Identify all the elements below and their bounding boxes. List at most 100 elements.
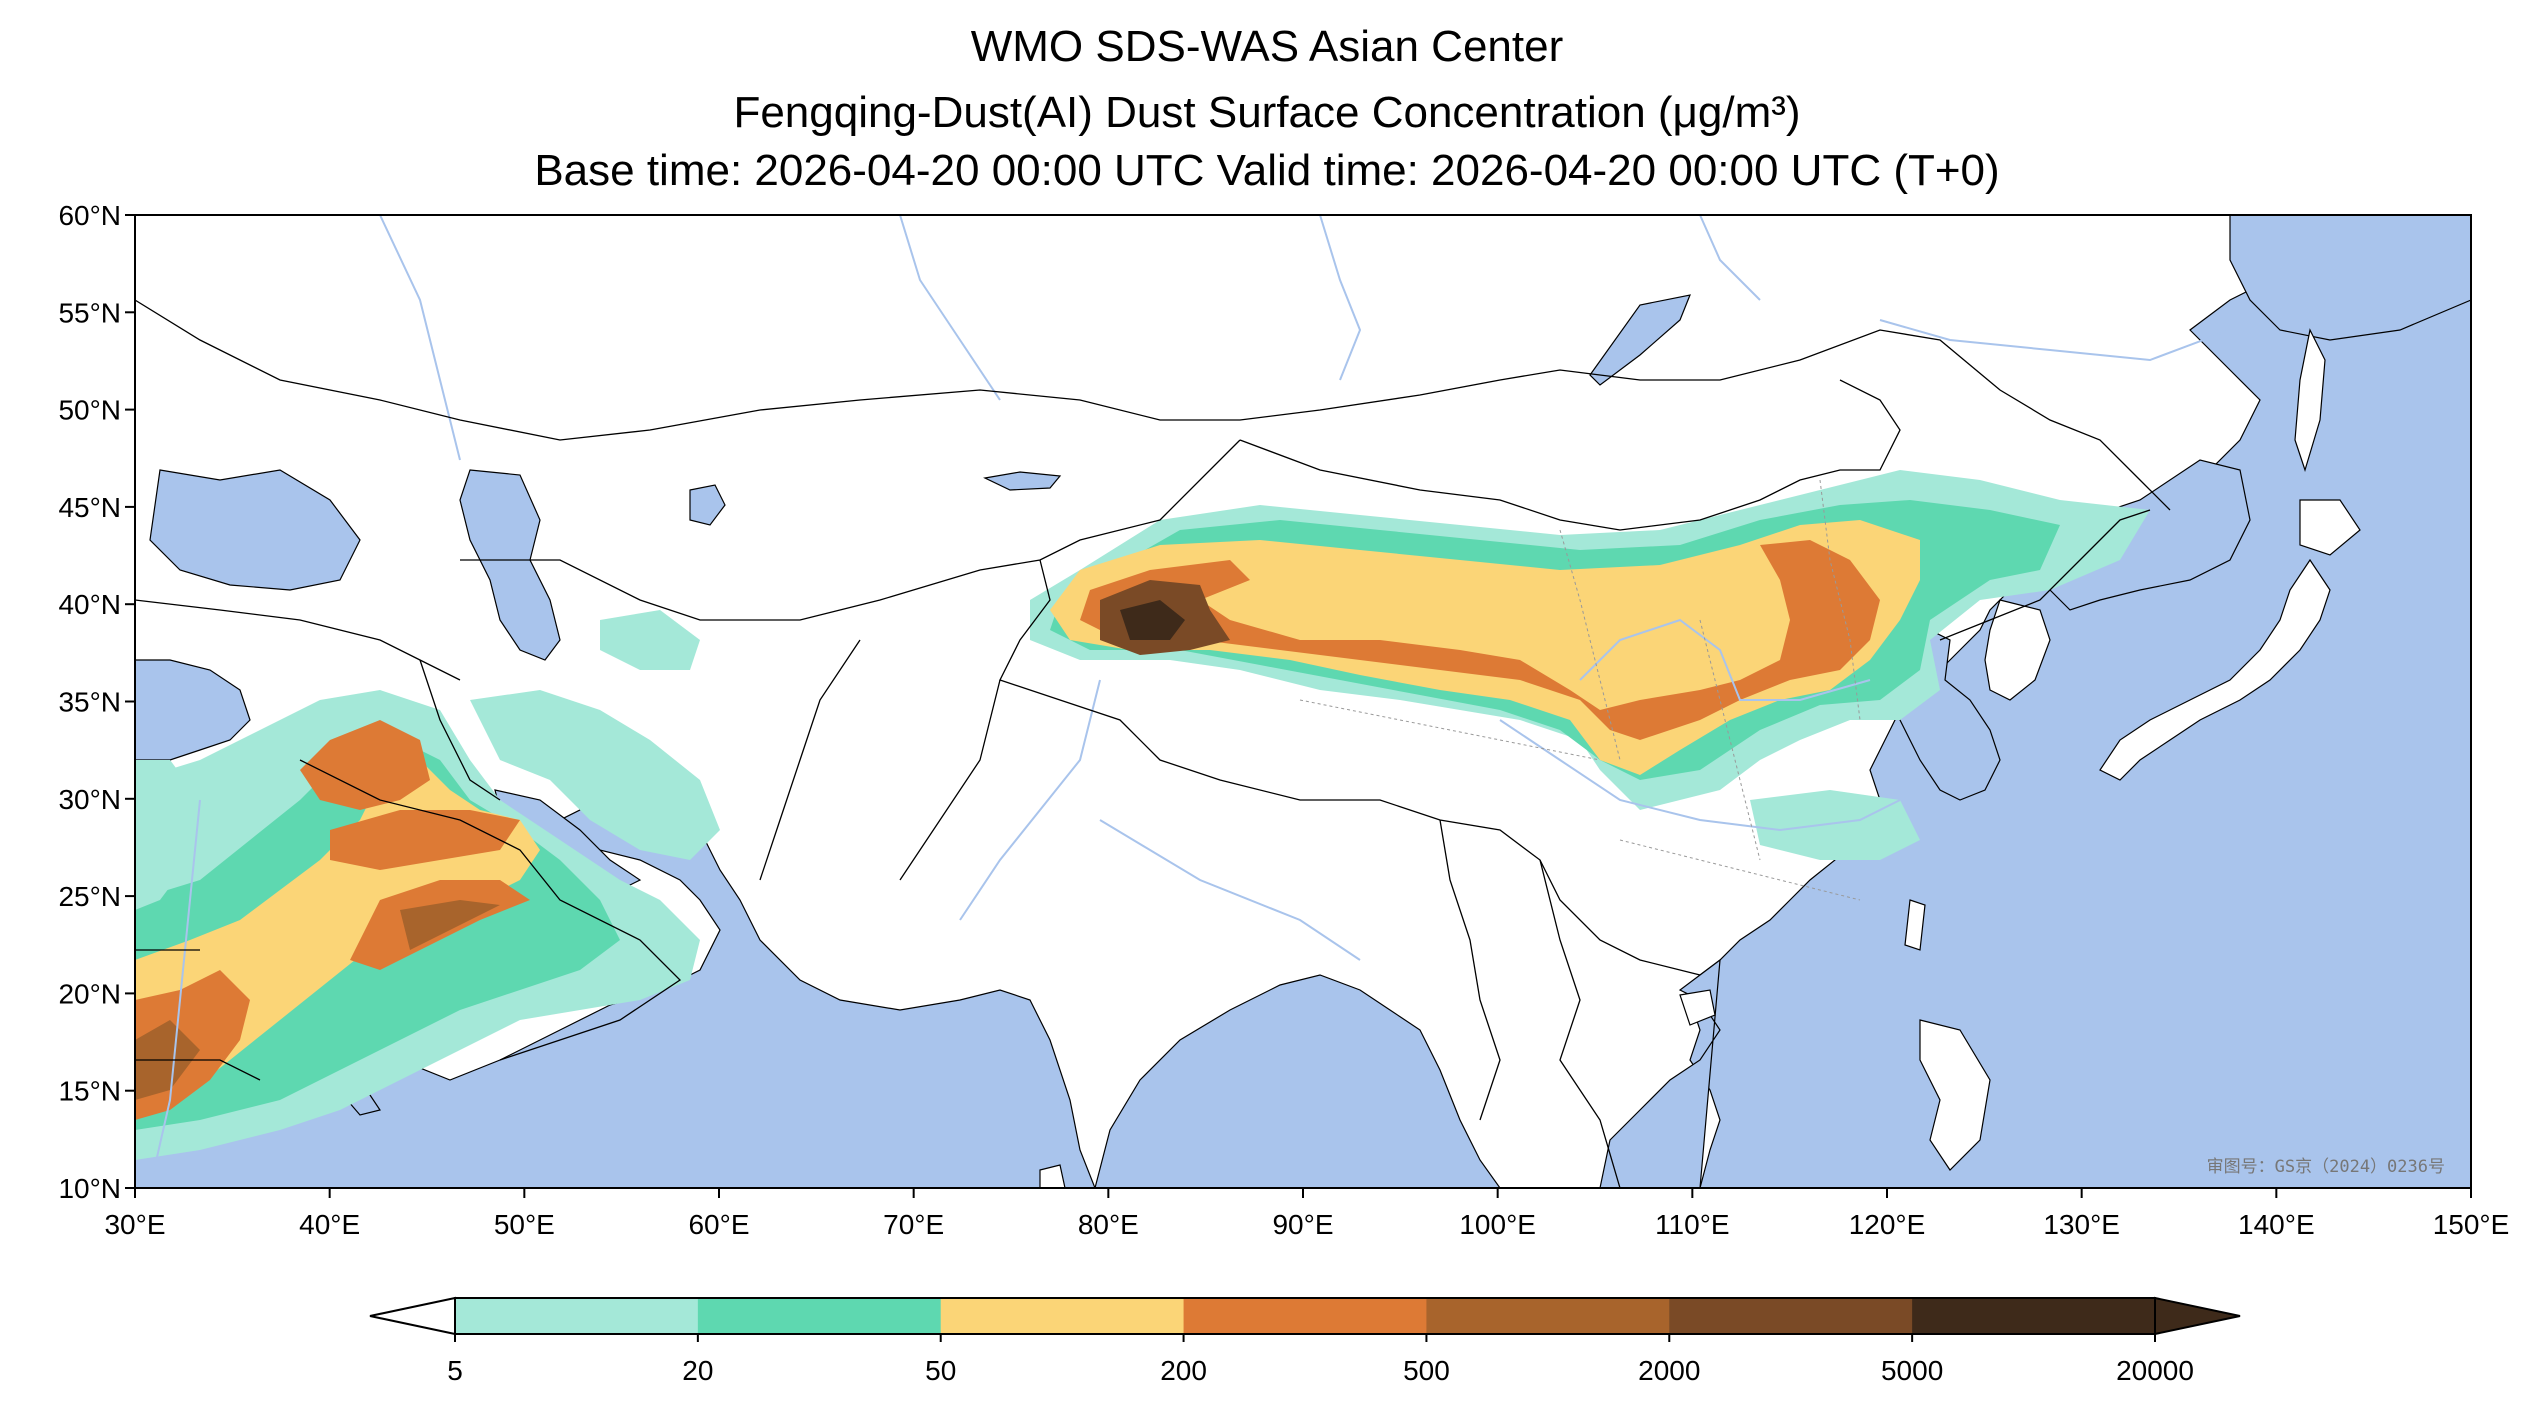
colorbar-segment [697,1298,942,1334]
latitude-axis: 60°N 55°N 50°N 45°N 40°N 35°N 30°N 25°N 20°N 15°N… [58,200,135,1204]
lon-tick-label: 120°E [1849,1209,1926,1240]
colorbar-segment [455,1298,699,1334]
lat-tick-label: 40°N [58,589,121,620]
review-number: 审图号：GS京（2024）0236号 [2207,1157,2445,1177]
colorbar-segment [1912,1298,2156,1334]
lon-tick-label: 100°E [1459,1209,1536,1240]
lat-tick-label: 10°N [58,1173,121,1204]
caspian-sea [459,469,561,661]
colorbar-extend-max [2154,1296,2241,1336]
colorbar-label: 5 [447,1355,463,1386]
black-sea [149,469,361,591]
river-lena [1699,215,1761,301]
colorbar-frame [454,1297,2156,1335]
lon-tick-label: 40°E [299,1209,360,1240]
border-india-pakistan [899,679,1001,881]
bay-of-bengal [1094,974,1501,1188]
rivers [149,215,2231,1188]
border-mongolia [1239,379,1901,531]
japan [2099,558,2331,781]
colorbar-label: 5000 [1881,1355,1943,1386]
colorbar-label: 20 [682,1355,713,1386]
border-china-korea [1939,509,2151,641]
river-volga [379,215,461,461]
lon-tick-label: 140°E [2238,1209,2315,1240]
province-borders [1299,479,1861,901]
dust-iran-level-5 [470,690,720,860]
province-border [1559,529,1621,761]
dust-level-5000 [1120,600,1185,640]
colorbar-segment [1669,1298,1913,1334]
lon-tick-label: 60°E [688,1209,749,1240]
lon-tick-label: 70°E [883,1209,944,1240]
border-turkey [135,599,461,681]
river-amur [1879,319,2231,362]
province-border [1299,699,1601,761]
colorbar: 5 20 50 200 500 2000 5000 20000 [369,1296,2241,1386]
province-border [1619,839,1861,901]
taiwan [1904,899,1926,951]
province-border [1819,479,1861,721]
lat-tick-label: 60°N [58,200,121,231]
colorbar-label: 20000 [2116,1355,2194,1386]
border-saudi [299,759,682,1061]
province-border [1699,619,1761,861]
border-iran-iraq [419,659,501,801]
lat-tick-label: 55°N [58,297,121,328]
lat-tick-label: 30°N [58,784,121,815]
river-yenisei [1319,215,1362,381]
time-info: Base time: 2026-04-20 00:00 UTC Valid ti… [534,146,2000,195]
dust-africa-level-5 [135,760,200,910]
colorbar-segment [1426,1298,1670,1334]
colorbar-label: 200 [1160,1355,1207,1386]
lat-tick-label: 45°N [58,492,121,523]
korea [1984,599,2051,701]
figure-subtitle: Fengqing-Dust(AI) Dust Surface Concentra… [733,88,1801,137]
colorbar-segment [1183,1298,1427,1334]
lon-tick-label: 80°E [1078,1209,1139,1240]
border-china-west [999,559,1701,976]
border-russia-south [135,299,2171,511]
islands [1039,328,2361,1188]
river-ob [899,215,1001,401]
lon-tick-label: 150°E [2433,1209,2510,1240]
colorbar-label: 500 [1403,1355,1450,1386]
sakhalin [2294,328,2326,472]
sri-lanka [1039,1164,1066,1188]
border-kazakhstan [460,439,1241,621]
border-afghan-iran [759,639,861,881]
country-borders [135,299,2171,1188]
border-sudan [135,1059,261,1081]
dust-arabia-level-200 [135,720,530,1120]
lake-baikal [1589,294,1691,386]
lon-tick-label: 90°E [1272,1209,1333,1240]
dust-level-200 [1080,540,1880,740]
river-yellow [1579,618,1871,701]
lat-tick-label: 20°N [58,978,121,1009]
lon-tick-label: 30°E [104,1209,165,1240]
dust-turan-level-5 [600,610,700,670]
lon-tick-label: 50°E [494,1209,555,1240]
dust-level-5-south [1750,790,1920,860]
colorbar-label: 50 [925,1355,956,1386]
colorbar-extend-min [369,1296,456,1336]
lat-tick-label: 25°N [58,881,121,912]
colorbar-label: 2000 [1638,1355,1700,1386]
river-ganges [1099,819,1361,961]
longitude-axis: 30°E 40°E 50°E 60°E 70°E 80°E 90°E 100°E 110°E 12… [104,1188,2509,1240]
figure-title: WMO SDS-WAS Asian Center [970,22,1564,71]
colorbar-segment [940,1298,1185,1334]
lon-tick-label: 110°E [1655,1209,1730,1240]
philippines [1919,1019,1991,1171]
hokkaido [2299,499,2361,556]
lake-balkhash [983,471,1062,491]
sea-of-okhotsk [2229,215,2471,341]
river-indus [959,679,1101,921]
lat-tick-label: 50°N [58,395,121,426]
river-yangtze [1499,719,1901,832]
aral-sea [689,484,726,526]
lat-tick-label: 15°N [58,1076,121,1107]
map-area: 审图号：GS京（2024）0236号 [135,215,2471,1188]
